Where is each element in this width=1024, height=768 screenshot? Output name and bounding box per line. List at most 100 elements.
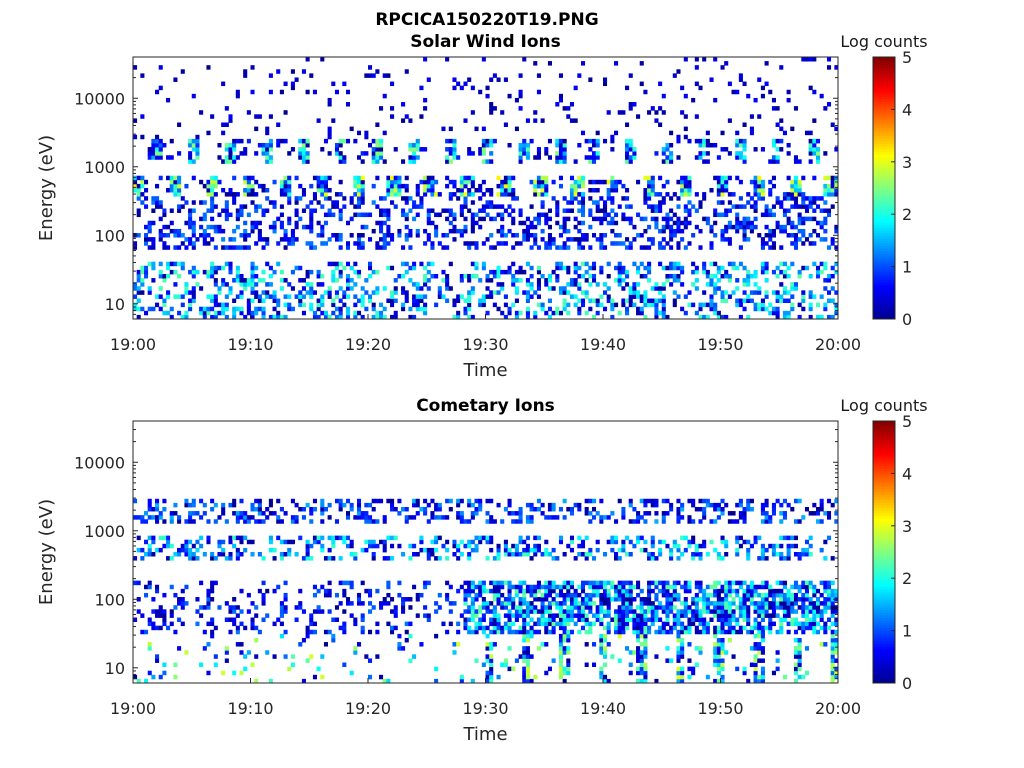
heatmap-cell	[525, 588, 530, 594]
heatmap-cell	[775, 200, 780, 205]
heatmap-cell	[191, 556, 196, 561]
heatmap-cell	[547, 613, 552, 618]
heatmap-cell	[643, 662, 648, 668]
heatmap-cell	[713, 629, 718, 635]
heatmap-cell	[566, 613, 571, 618]
heatmap-cell	[709, 273, 714, 279]
heatmap-cell	[514, 658, 519, 663]
heatmap-cell	[569, 580, 575, 586]
heatmap-cell	[320, 188, 325, 193]
heatmap-cell	[643, 609, 648, 614]
heatmap-cell	[606, 621, 611, 627]
heatmap-cell	[533, 110, 538, 115]
heatmap-cell	[654, 208, 659, 213]
heatmap-cell	[364, 278, 369, 283]
heatmap-cell	[562, 228, 567, 234]
heatmap-cell	[158, 535, 163, 541]
heatmap-cell	[478, 302, 483, 308]
heatmap-cell	[694, 609, 699, 614]
heatmap-cell	[415, 142, 420, 148]
heatmap-cell	[753, 273, 758, 279]
heatmap-cell	[698, 314, 703, 320]
heatmap-cell	[720, 609, 725, 614]
heatmap-cell	[760, 674, 765, 680]
heatmap-cell	[573, 601, 578, 606]
heatmap-cell	[507, 204, 512, 209]
heatmap-cell	[558, 662, 564, 668]
heatmap-cell	[588, 265, 593, 271]
heatmap-cell	[434, 539, 439, 545]
heatmap-cell	[254, 294, 259, 299]
heatmap-cell	[518, 269, 523, 275]
heatmap-cell	[661, 629, 666, 635]
heatmap-cell	[636, 310, 641, 316]
heatmap-cell	[779, 147, 784, 152]
colorbar-step	[873, 214, 895, 218]
heatmap-cell	[742, 216, 747, 222]
heatmap-cell	[511, 282, 516, 287]
heatmap-cell	[632, 613, 637, 618]
heatmap-cell	[815, 273, 821, 279]
heatmap-cell	[489, 621, 494, 627]
heatmap-cell	[632, 617, 637, 622]
heatmap-cell	[177, 261, 182, 267]
heatmap-cell	[694, 286, 699, 291]
heatmap-cell	[232, 196, 237, 201]
heatmap-cell	[254, 310, 259, 316]
heatmap-cell	[632, 151, 637, 156]
heatmap-cell	[514, 196, 519, 201]
heatmap-cell	[595, 617, 600, 622]
heatmap-cell	[507, 188, 512, 193]
heatmap-cell	[290, 228, 295, 234]
heatmap-cell	[533, 592, 538, 598]
heatmap-cell	[764, 547, 769, 553]
heatmap-cell	[408, 233, 413, 238]
colorbar-frame	[872, 56, 896, 320]
heatmap-cell	[503, 302, 508, 308]
heatmap-cell	[680, 192, 685, 197]
heatmap-cell	[158, 609, 163, 614]
heatmap-cell	[558, 605, 564, 610]
heatmap-cell	[485, 93, 490, 99]
heatmap-cell	[503, 547, 508, 553]
colorbar-step	[873, 109, 895, 113]
heatmap-cell	[224, 122, 229, 127]
heatmap-cell	[250, 269, 255, 275]
heatmap-cell	[771, 547, 776, 553]
heatmap-cell	[691, 269, 696, 275]
heatmap-cell	[496, 621, 501, 627]
heatmap-cell	[687, 290, 692, 295]
heatmap-cell	[272, 314, 277, 320]
heatmap-cell	[834, 588, 839, 594]
heatmap-cell	[188, 269, 193, 275]
heatmap-cell	[309, 629, 314, 635]
heatmap-cell	[309, 654, 314, 659]
heatmap-cell	[144, 592, 149, 598]
heatmap-cell	[426, 552, 431, 557]
heatmap-cell	[768, 605, 773, 610]
heatmap-cell	[720, 175, 725, 181]
heatmap-cell	[760, 666, 765, 672]
heatmap-cell	[228, 535, 233, 541]
heatmap-cell	[320, 609, 325, 614]
heatmap-cell	[452, 142, 457, 148]
heatmap-cell	[625, 306, 630, 312]
heatmap-cell	[507, 142, 512, 148]
heatmap-cell	[643, 642, 648, 647]
heatmap-cell	[309, 617, 314, 622]
heatmap-cell	[485, 633, 490, 639]
heatmap-cell	[349, 539, 354, 545]
heatmap-cell	[404, 269, 409, 275]
heatmap-cell	[463, 588, 468, 594]
heatmap-cell	[459, 192, 464, 197]
heatmap-cell	[713, 57, 718, 62]
heatmap-cell	[309, 73, 314, 78]
heatmap-cell	[305, 159, 310, 164]
heatmap-cell	[489, 102, 494, 107]
heatmap-cell	[349, 200, 354, 205]
heatmap-cell	[709, 261, 714, 267]
heatmap-cell	[614, 597, 619, 602]
heatmap-cell	[261, 290, 266, 295]
heatmap-cell	[815, 601, 821, 606]
heatmap-cell	[191, 233, 196, 238]
